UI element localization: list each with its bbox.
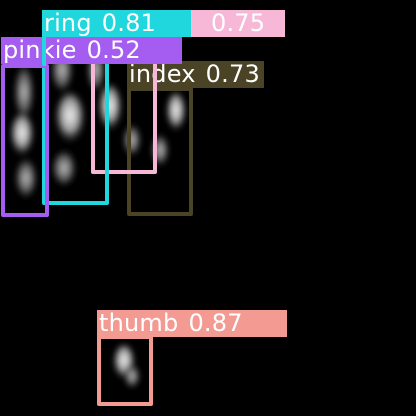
label-score: 0.87 xyxy=(188,309,243,337)
label-class: ring xyxy=(44,9,92,37)
bbox-pinkie xyxy=(1,64,49,217)
label-thumb: thumb 0.87 xyxy=(97,310,287,337)
pinkie-finger-blobs xyxy=(10,64,37,198)
label-class: thumb xyxy=(99,309,179,337)
label-score: 0.81 xyxy=(101,9,157,37)
label-pinkie: pinkie 0.52 xyxy=(1,37,182,64)
label-score: 0.73 xyxy=(205,60,260,88)
label-ring-2: 0.75 xyxy=(191,10,285,37)
bbox-index xyxy=(127,87,193,216)
bbox-ring-edge xyxy=(42,36,109,66)
label-score: 0.75 xyxy=(211,9,266,37)
label-class: index xyxy=(129,60,196,88)
label-score: 0.52 xyxy=(86,36,141,64)
label-index: index 0.73 xyxy=(127,61,264,88)
label-class: pinkie xyxy=(3,36,77,64)
thumb-blobs xyxy=(113,344,140,388)
label-ring: ring 0.81 xyxy=(42,10,191,37)
bbox-thumb xyxy=(97,335,153,406)
